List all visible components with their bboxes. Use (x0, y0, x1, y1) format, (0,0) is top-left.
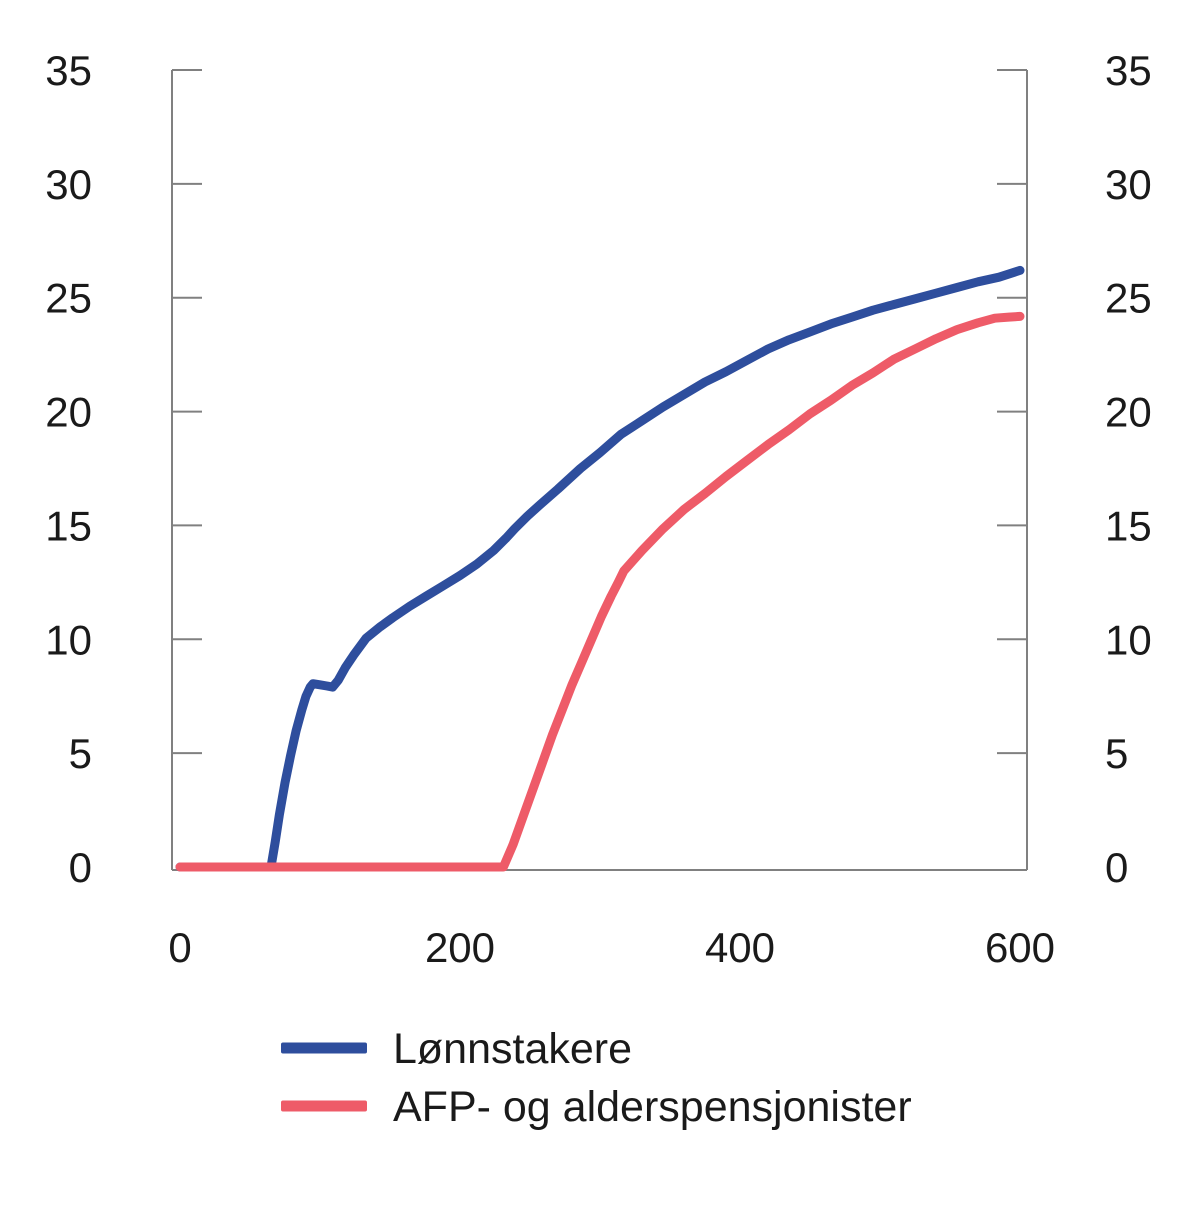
legend-swatch-0 (281, 1042, 367, 1054)
series-line-0 (175, 265, 1025, 872)
y-axis-tick-label-right: 15 (1105, 502, 1152, 549)
y-axis-tick-label-right: 5 (1105, 730, 1128, 777)
x-axis-tick-label: 400 (705, 924, 775, 971)
legend-label-1: AFP- og alderspensjonister (393, 1083, 912, 1131)
y-axis-tick-label-left: 10 (45, 616, 92, 663)
y-axis-tick-label-right: 10 (1105, 616, 1152, 663)
legend-label-0: Lønnstakere (393, 1025, 632, 1073)
y-axis-tick-label-right: 20 (1105, 389, 1152, 436)
legend-swatch-1 (281, 1100, 367, 1112)
y-axis-tick-label-left: 35 (45, 47, 92, 94)
x-axis-tick-label: 600 (985, 924, 1055, 971)
x-axis-tick-label: 200 (425, 924, 495, 971)
y-axis-tick-label-right: 0 (1105, 844, 1128, 891)
y-axis-tick-label-right: 35 (1105, 47, 1152, 94)
y-axis-tick-label-right: 25 (1105, 275, 1152, 322)
x-axis-tick-label: 0 (168, 924, 191, 971)
series-line-1 (175, 311, 1025, 872)
y-axis-tick-label-left: 30 (45, 161, 92, 208)
y-axis-tick-label-left: 0 (69, 844, 92, 891)
y-axis-tick-label-left: 20 (45, 389, 92, 436)
y-axis-tick-label-right: 30 (1105, 161, 1152, 208)
y-axis-tick-label-left: 25 (45, 275, 92, 322)
y-axis-tick-label-left: 15 (45, 502, 92, 549)
y-axis-tick-label-left: 5 (69, 730, 92, 777)
